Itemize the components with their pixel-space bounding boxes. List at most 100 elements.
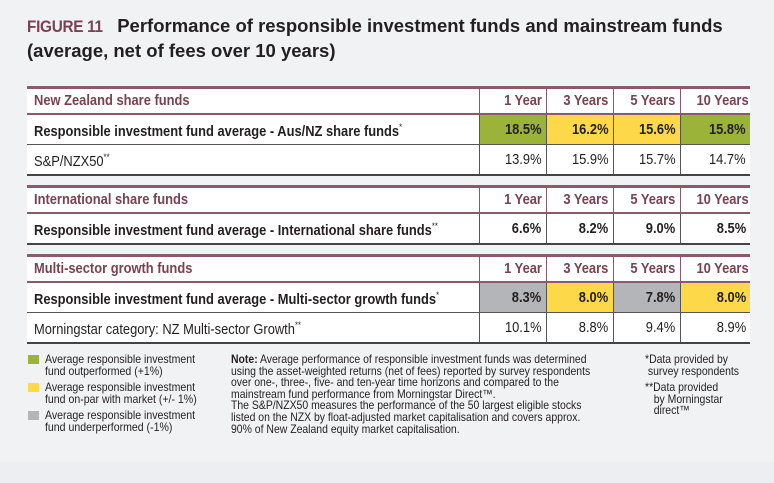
table-group: International share funds 1 Year 3 Years 5 … (27, 185, 750, 245)
footnote-survey: *Data provided by survey respondents (645, 352, 740, 378)
value-text: 6.6% (512, 219, 542, 237)
table-row: Responsible investment fund average - Au… (27, 114, 750, 145)
column-header: 10 Years (679, 186, 750, 214)
value-text: 8.0% (716, 288, 746, 306)
value-cell: 15.8% (679, 114, 750, 145)
row-label-text: Responsible investment fund average - Au… (34, 122, 403, 140)
group-header-row: International share funds 1 Year 3 Years 5 … (27, 186, 750, 214)
value-cell: 6.6% (478, 213, 546, 245)
footnote-mark: ** (103, 152, 110, 162)
table-row: Morningstar category: NZ Multi-sector Gr… (27, 312, 750, 344)
footnote-mark: * (399, 122, 403, 132)
legend: Average responsible investment fund outpe… (28, 352, 218, 438)
legend-item-on-par: Average responsible investment fund on-pa… (28, 381, 218, 406)
value-text: 8.5% (716, 219, 746, 237)
note-line: using the asset-weighted returns (net of… (231, 363, 591, 378)
note: Note: Average performance of responsible… (231, 352, 641, 436)
note-label: Note: (231, 352, 258, 366)
value-text: 9.0% (646, 219, 676, 237)
title-line-2: (average, net of fees over 10 years) (27, 40, 336, 61)
column-header-text: 1 Year (503, 92, 542, 109)
value-text: 8.0% (579, 288, 609, 306)
row-label: S&P/NZX50** (27, 144, 479, 176)
value-text: 15.8% (709, 120, 746, 138)
column-header: 3 Years (545, 87, 613, 115)
column-header-text: 10 Years (695, 191, 749, 208)
table-group: New Zealand share funds 1 Year 3 Years 5 Ye… (27, 86, 750, 176)
value-text: 16.2% (571, 120, 609, 138)
note-line: The S&P/NZX50 measures the performance o… (231, 398, 582, 413)
column-header-text: 1 Year (503, 260, 542, 277)
legend-text: Average responsible investment (45, 408, 196, 422)
value-cell: 8.9% (679, 312, 750, 344)
value-text: 8.8% (579, 318, 609, 336)
value-text: 10.1% (504, 318, 542, 336)
value-text: 8.2% (579, 219, 609, 237)
value-cell: 8.0% (679, 282, 750, 313)
value-cell: 7.8% (612, 282, 680, 313)
legend-text: Average responsible investment (45, 352, 196, 366)
column-header-text: 3 Years (563, 191, 609, 208)
note-line: mainstream fund performance from Morning… (231, 386, 496, 401)
row-label: Morningstar category: NZ Multi-sector Gr… (27, 312, 479, 344)
value-cell: 9.0% (612, 213, 680, 245)
bottom-band (0, 462, 774, 483)
legend-item-outperformed: Average responsible investment fund outpe… (28, 352, 218, 378)
legend-swatch (28, 411, 39, 420)
legend-swatch (28, 355, 39, 364)
legend-swatch (28, 383, 39, 392)
value-cell: 8.3% (478, 282, 546, 313)
note-line: listed on the NZX by float-adjusted mark… (231, 409, 581, 424)
value-cell: 15.6% (612, 114, 680, 145)
footnote-mark: * (436, 290, 440, 300)
table-group: Multi-sector growth funds 1 Year 3 Years 5 … (27, 254, 750, 344)
column-header: 5 Years (612, 186, 680, 214)
table-row: Responsible investment fund average - In… (27, 213, 750, 245)
table-row: Responsible investment fund average - Mu… (27, 282, 750, 313)
column-header-text: 5 Years (630, 260, 676, 277)
value-cell: 8.2% (545, 213, 613, 245)
group-title-text: New Zealand share funds (34, 92, 190, 109)
value-text: 8.3% (512, 288, 542, 306)
value-text: 15.6% (638, 120, 676, 138)
footnote-mark: ** (431, 221, 438, 231)
row-label-text: Morningstar category: NZ Multi-sector Gr… (34, 320, 301, 338)
column-header-text: 10 Years (695, 260, 749, 277)
column-header: 10 Years (679, 255, 750, 283)
value-text: 15.7% (638, 150, 676, 168)
value-text: 18.5% (504, 120, 542, 138)
footnote-morningstar: **Data provided by Morningstar direct™ (645, 380, 723, 418)
group-header-row: New Zealand share funds 1 Year 3 Years 5 Ye… (27, 87, 750, 115)
value-text: 9.4% (646, 318, 676, 336)
footnote-mark: ** (294, 320, 301, 330)
value-text: 14.7% (709, 150, 746, 168)
legend-text: fund on-par with market (+/- 1%) (45, 391, 197, 406)
row-label: Responsible investment fund average - Au… (27, 114, 479, 145)
column-header: 1 Year (478, 186, 546, 214)
footnotes: *Data provided by survey respondents **D… (645, 352, 770, 422)
group-title-text: Multi-sector growth funds (34, 260, 193, 277)
column-header: 3 Years (545, 255, 613, 283)
value-cell: 15.7% (612, 144, 680, 176)
figure-title: FIGURE 11 Performance of responsible inve… (27, 14, 767, 63)
value-cell: 13.9% (478, 144, 546, 176)
column-header: 10 Years (679, 87, 750, 115)
legend-text: fund outperformed (+1%) (45, 363, 163, 378)
note-line: over one-, three-, five- and ten-year ti… (231, 375, 559, 390)
value-cell: 9.4% (612, 312, 680, 344)
column-header: 3 Years (545, 186, 613, 214)
value-cell: 18.5% (478, 114, 546, 145)
value-cell: 8.5% (679, 213, 750, 245)
column-header: 1 Year (478, 255, 546, 283)
row-label-text: Responsible investment fund average - In… (34, 221, 438, 239)
column-header-text: 3 Years (563, 260, 609, 277)
value-text: 7.8% (646, 288, 676, 306)
value-cell: 8.0% (545, 282, 613, 313)
title-line-1: Performance of responsible investment fu… (117, 15, 723, 36)
note-line: 90% of New Zealand equity market capital… (231, 421, 460, 436)
group-title: International share funds (27, 186, 479, 214)
column-header-text: 10 Years (695, 92, 749, 109)
value-cell: 14.7% (679, 144, 750, 176)
column-header-text: 5 Years (630, 92, 676, 109)
group-title-text: International share funds (34, 191, 189, 208)
